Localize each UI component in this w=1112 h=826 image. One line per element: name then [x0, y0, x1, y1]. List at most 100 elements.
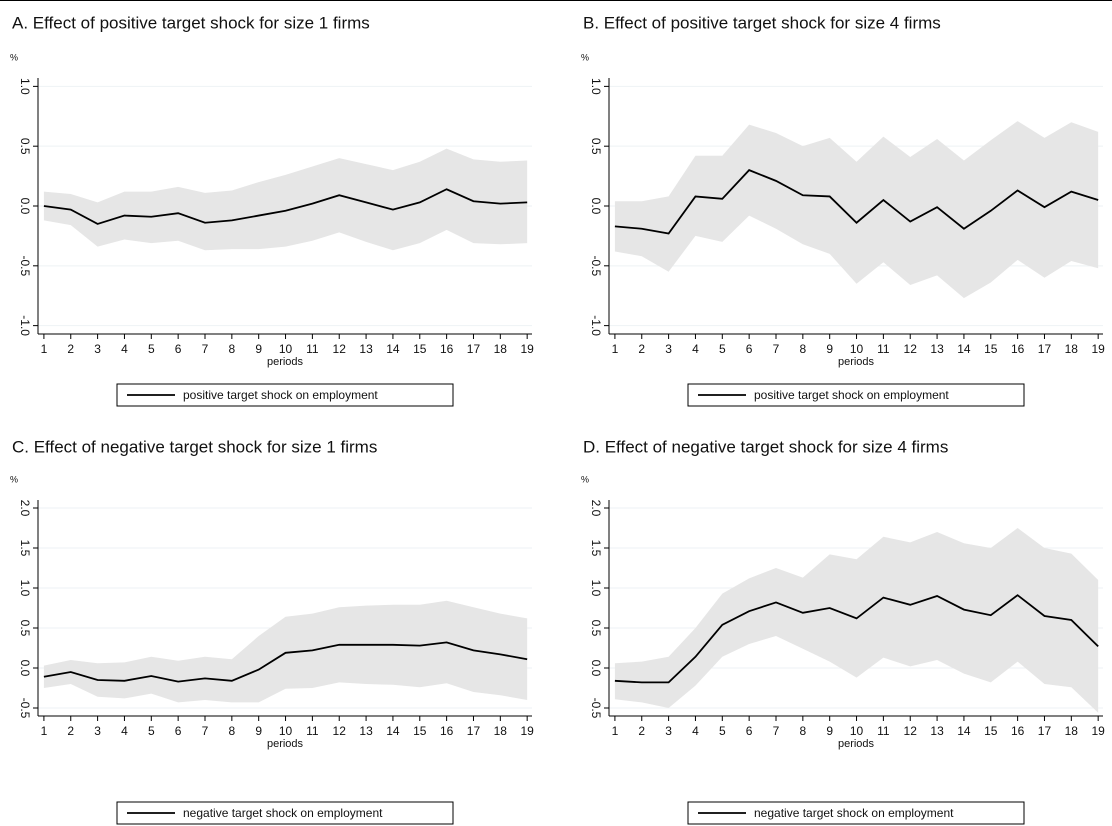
x-tick-label: 11 — [877, 724, 890, 738]
y-tick-label: -0.5 — [589, 255, 603, 276]
y-tick-label: 0.0 — [18, 198, 32, 215]
series-line — [43, 641, 528, 683]
x-tick-label: 16 — [440, 724, 454, 738]
x-tick-label: 9 — [826, 342, 833, 356]
x-tick-label: 3 — [94, 342, 101, 356]
x-tick-label: 10 — [850, 724, 864, 738]
x-tick-label: 7 — [202, 724, 209, 738]
legend-box — [116, 383, 454, 407]
x-tick-label: 18 — [494, 342, 508, 356]
x-tick-label: 17 — [467, 342, 481, 356]
y-tick-label: 1.5 — [18, 540, 32, 557]
x-tick-label: 8 — [799, 724, 806, 738]
x-tick-label: 10 — [279, 342, 293, 356]
y-tick-label: 0.0 — [589, 198, 603, 215]
x-tick-label: 12 — [333, 342, 347, 356]
y-tick-label: 1.0 — [589, 78, 603, 95]
x-tick-label: 7 — [202, 342, 209, 356]
series-line — [614, 594, 1099, 684]
panel-title: B. Effect of positive target shock for s… — [583, 13, 941, 32]
y-tick-label: 0.0 — [589, 660, 603, 677]
y-tick-label: 2.0 — [589, 500, 603, 517]
confidence-band — [614, 528, 1099, 713]
x-tick-label: 10 — [279, 724, 293, 738]
y-tick-label: 1.0 — [18, 78, 32, 95]
x-tick-label: 4 — [692, 342, 699, 356]
x-tick-label: 11 — [306, 342, 319, 356]
x-tick-label: 12 — [333, 724, 347, 738]
series-line — [43, 188, 528, 225]
panel-title: D. Effect of negative target shock for s… — [583, 437, 948, 456]
x-tick-label: 14 — [957, 342, 971, 356]
x-tick-label: 15 — [984, 342, 998, 356]
x-tick-label: 17 — [1038, 724, 1052, 738]
series-line — [614, 169, 1099, 235]
panel-title: A. Effect of positive target shock for s… — [12, 13, 370, 32]
y-tick-label: -0.5 — [18, 698, 32, 719]
y-axis-label: % — [581, 52, 589, 62]
y-tick-label: 2.0 — [18, 500, 32, 517]
legend-label: negative target shock on employment — [183, 806, 383, 820]
x-tick-label: 16 — [1011, 724, 1025, 738]
x-tick-label: 3 — [665, 342, 672, 356]
x-tick-label: 2 — [638, 724, 645, 738]
x-tick-label: 4 — [121, 342, 128, 356]
x-tick-label: 12 — [904, 724, 918, 738]
x-tick-label: 5 — [148, 342, 155, 356]
y-tick-label: 0.5 — [589, 138, 603, 155]
confidence-band — [43, 600, 528, 703]
y-tick-label: 0.0 — [18, 660, 32, 677]
x-tick-label: 14 — [386, 724, 400, 738]
y-tick-label: 0.5 — [18, 138, 32, 155]
x-tick-label: 2 — [67, 342, 74, 356]
x-tick-label: 19 — [1091, 724, 1105, 738]
y-tick-label: 1.5 — [589, 540, 603, 557]
x-axis-label: periods — [267, 738, 304, 750]
x-tick-label: 6 — [746, 724, 753, 738]
x-tick-label: 1 — [612, 342, 619, 356]
x-tick-label: 4 — [121, 724, 128, 738]
x-tick-label: 11 — [877, 342, 890, 356]
x-axis-label: periods — [267, 356, 304, 368]
x-tick-label: 17 — [1038, 342, 1052, 356]
y-tick-label: 1.0 — [18, 580, 32, 597]
x-tick-label: 19 — [520, 724, 534, 738]
x-tick-label: 19 — [520, 342, 534, 356]
x-axis-label: periods — [838, 738, 875, 750]
x-tick-label: 5 — [719, 724, 726, 738]
legend-box — [116, 801, 454, 825]
y-tick-label: -1.0 — [18, 315, 32, 336]
x-tick-label: 7 — [773, 342, 780, 356]
x-tick-label: 12 — [904, 342, 918, 356]
y-axis-label: % — [581, 474, 589, 484]
x-tick-label: 2 — [67, 724, 74, 738]
y-axis-label: % — [10, 474, 18, 484]
x-tick-label: 16 — [440, 342, 454, 356]
x-tick-label: 17 — [467, 724, 481, 738]
x-tick-label: 5 — [719, 342, 726, 356]
x-tick-label: 13 — [359, 724, 373, 738]
y-tick-label: 0.5 — [589, 620, 603, 637]
x-tick-label: 6 — [175, 724, 182, 738]
x-tick-label: 5 — [148, 724, 155, 738]
x-tick-label: 13 — [930, 342, 944, 356]
x-tick-label: 15 — [413, 724, 427, 738]
panel-title: C. Effect of negative target shock for s… — [12, 437, 377, 456]
x-tick-label: 16 — [1011, 342, 1025, 356]
x-tick-label: 11 — [306, 724, 319, 738]
x-tick-label: 8 — [228, 724, 235, 738]
x-tick-label: 9 — [255, 342, 262, 356]
confidence-band — [43, 148, 528, 251]
x-tick-label: 9 — [255, 724, 262, 738]
y-tick-label: 0.5 — [18, 620, 32, 637]
x-tick-label: 6 — [746, 342, 753, 356]
x-tick-label: 1 — [41, 342, 48, 356]
x-tick-label: 8 — [799, 342, 806, 356]
x-tick-label: 18 — [494, 724, 508, 738]
y-tick-label: -0.5 — [589, 698, 603, 719]
x-tick-label: 13 — [359, 342, 373, 356]
confidence-band — [614, 121, 1099, 299]
legend-box — [687, 383, 1025, 407]
